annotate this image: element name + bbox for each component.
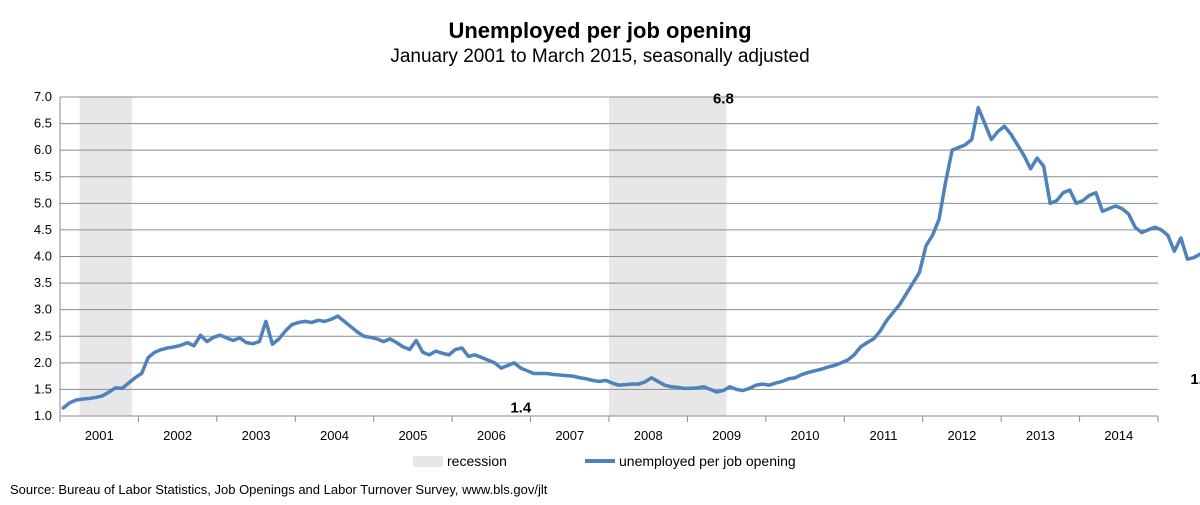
series-line-unemployed-per-job-opening [61,105,1200,410]
x-tick-label: 2010 [791,428,820,443]
y-tick-label: 4.0 [34,249,52,264]
x-tick-label: 2008 [634,428,663,443]
source-note: Source: Bureau of Labor Statistics, Job … [10,482,548,497]
x-tick-label: 2005 [398,428,427,443]
y-tick-label: 2.5 [34,328,52,343]
x-tick-label: 2013 [1026,428,1055,443]
x-tick-label: 2002 [163,428,192,443]
y-tick-label: 4.5 [34,222,52,237]
data-label-1-4: 1.4 [510,400,532,417]
y-tick-label: 7.0 [34,89,52,104]
legend-line-label: unemployed per job opening [619,453,796,469]
x-tick-label: 2011 [870,428,898,443]
x-tick-label: 2009 [712,428,741,443]
y-tick-label: 5.0 [34,195,52,210]
y-tick-label: 2.0 [34,355,52,370]
data-label-1-7: 1.7 [1190,371,1200,388]
x-tick-label: 2004 [320,428,349,443]
y-tick-label: 3.0 [34,302,52,317]
y-tick-label: 3.5 [34,275,52,290]
y-tick-label: 6.0 [34,142,52,157]
y-tick-label: 5.5 [34,169,52,184]
chart-title: Unemployed per job opening [448,18,752,43]
x-tick-label: 2001 [85,428,114,443]
x-tick-label: 2012 [947,428,976,443]
data-label-6-8: 6.8 [713,91,734,108]
x-tick-label: 2003 [242,428,271,443]
legend-recession-swatch [413,456,443,467]
chart-subtitle: January 2001 to March 2015, seasonally a… [390,46,810,67]
x-tick-label: 2006 [477,428,506,443]
y-tick-label: 1.0 [34,408,52,423]
x-tick-label: 2014 [1104,428,1133,443]
y-tick-label: 1.5 [34,381,52,396]
legend-recession-label: recession [447,453,507,469]
y-tick-label: 6.5 [34,116,52,131]
x-tick-label: 2007 [555,428,584,443]
